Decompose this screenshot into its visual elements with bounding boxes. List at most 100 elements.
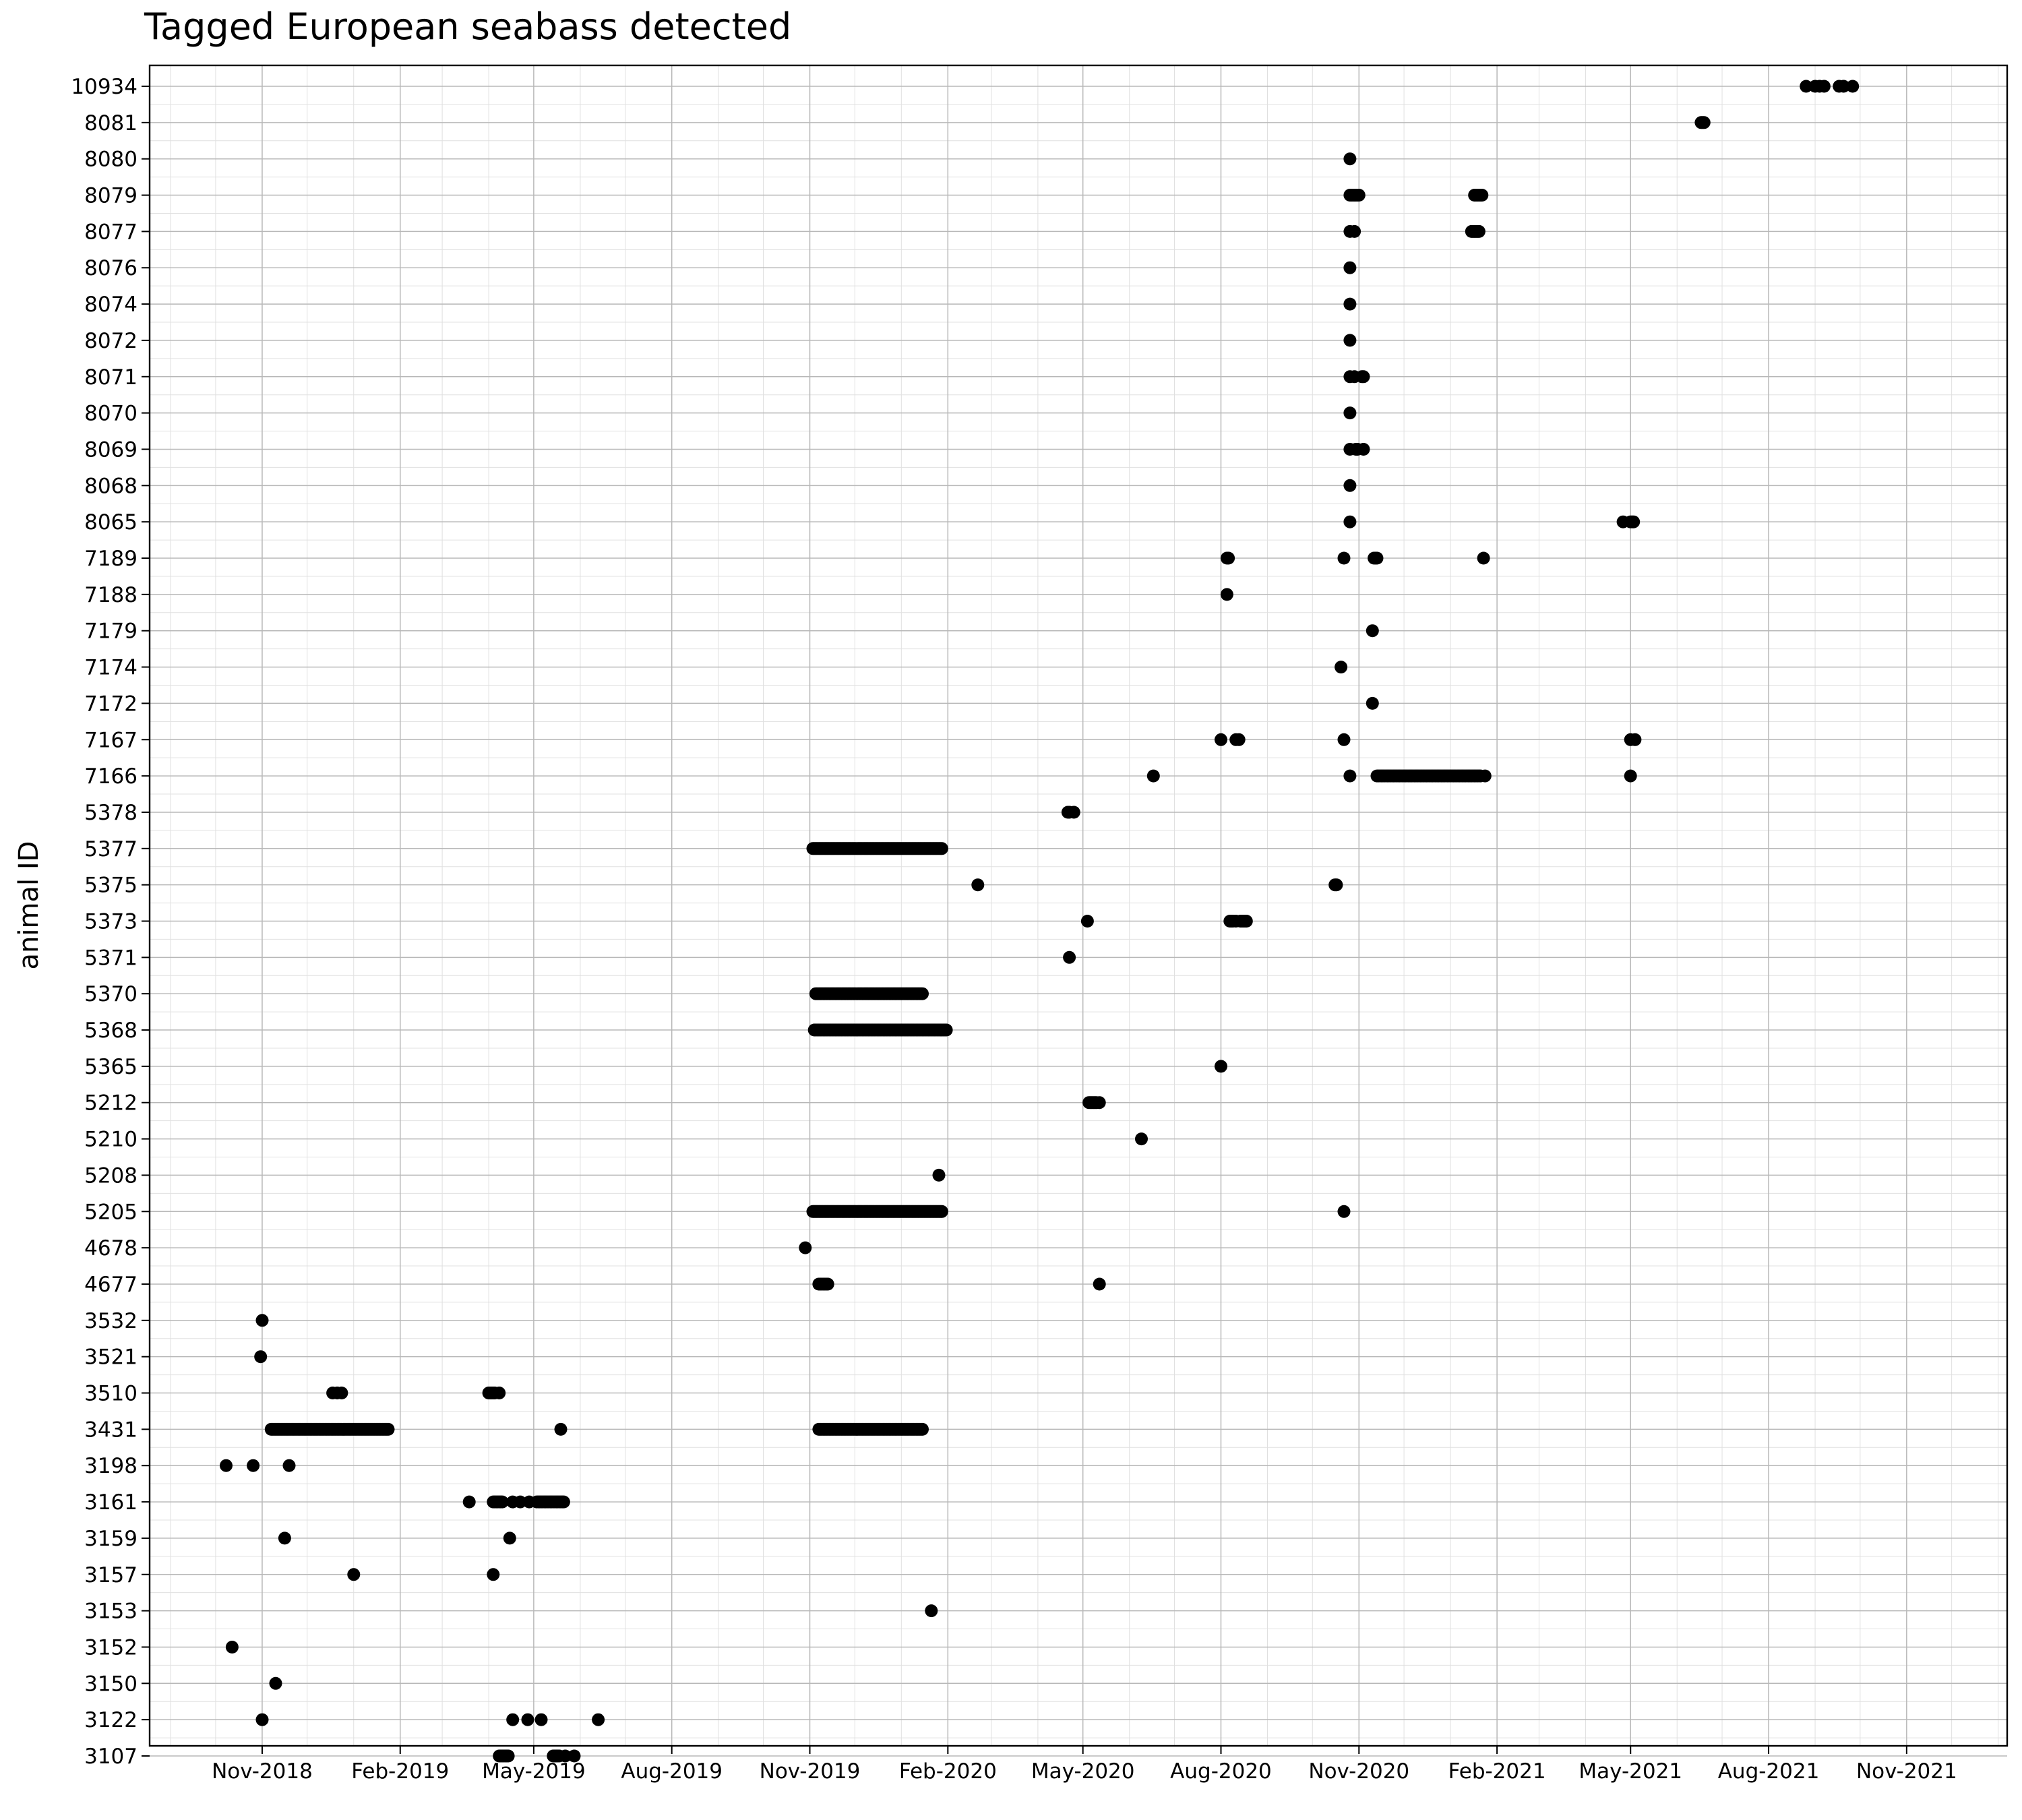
- x-tick-label: Nov-2021: [1856, 1759, 1957, 1784]
- y-tick-label: 4677: [84, 1273, 137, 1297]
- y-tick-label: 8081: [84, 111, 137, 135]
- detection-point: [1472, 224, 1485, 238]
- y-tick-label: 3157: [84, 1563, 137, 1587]
- detection-point: [916, 987, 929, 1000]
- detection-point: [335, 1387, 348, 1399]
- detection-point: [1093, 1277, 1106, 1291]
- y-tick-label: 7167: [84, 728, 137, 752]
- detection-point: [1697, 116, 1711, 129]
- detection-point: [255, 1314, 269, 1327]
- y-tick-label: 8076: [84, 256, 137, 280]
- detection-point: [932, 1168, 946, 1182]
- detection-point: [225, 1641, 239, 1654]
- detection-point: [1800, 80, 1813, 93]
- detection-point: [925, 1604, 938, 1618]
- y-tick-label: 3122: [84, 1708, 137, 1732]
- detection-point: [1343, 515, 1357, 528]
- x-tick-label: May-2020: [1031, 1759, 1135, 1784]
- detection-point: [554, 1422, 568, 1436]
- y-tick-label: 5205: [84, 1200, 137, 1224]
- detection-point: [282, 1459, 296, 1472]
- detection-point: [1343, 152, 1357, 166]
- y-tick-label: 3521: [84, 1345, 137, 1370]
- detection-point: [255, 1713, 269, 1726]
- x-tick-label: May-2019: [482, 1759, 586, 1784]
- detection-point: [503, 1531, 516, 1545]
- y-tick-label: 7189: [84, 547, 137, 571]
- detection-point: [1343, 769, 1357, 783]
- y-tick-label: 7172: [84, 692, 137, 716]
- detection-point: [1343, 406, 1357, 420]
- detection-point: [1370, 551, 1384, 565]
- detection-point: [1093, 1096, 1106, 1110]
- detection-point: [1335, 661, 1348, 674]
- detection-point: [247, 1459, 260, 1472]
- y-tick-label: 3152: [84, 1635, 137, 1660]
- x-tick-label: Nov-2020: [1308, 1759, 1409, 1784]
- y-tick-label: 7179: [84, 619, 137, 644]
- x-tick-label: Feb-2019: [351, 1759, 449, 1784]
- y-axis: 3107 3122 3150 3152 3153 3157 3159 3161 3198 3431…: [71, 75, 150, 1769]
- detection-point: [1343, 334, 1357, 347]
- y-tick-label: 5210: [84, 1128, 137, 1152]
- y-tick-label: 8069: [84, 437, 137, 462]
- detection-point: [1477, 551, 1490, 565]
- detection-point: [1366, 624, 1379, 638]
- detection-point: [1846, 80, 1860, 93]
- y-tick-label: 3510: [84, 1382, 137, 1406]
- y-tick-label: 5370: [84, 982, 137, 1006]
- detection-point: [1146, 769, 1160, 783]
- detection-point: [381, 1422, 395, 1436]
- y-tick-label: 3161: [84, 1490, 137, 1515]
- detection-point: [1357, 370, 1370, 384]
- detection-point: [269, 1676, 282, 1690]
- detection-point: [940, 1023, 953, 1037]
- detection-point: [568, 1749, 581, 1763]
- y-tick-label: 8070: [84, 402, 137, 426]
- y-tick-label: 3153: [84, 1600, 137, 1624]
- detection-point: [1135, 1132, 1148, 1146]
- y-tick-label: 3532: [84, 1309, 137, 1333]
- detection-point: [1624, 769, 1637, 783]
- detection-point: [1478, 769, 1492, 783]
- detection-point: [1337, 551, 1351, 565]
- detection-point: [1232, 733, 1246, 746]
- detection-point: [1475, 189, 1489, 202]
- detection-point: [1627, 515, 1641, 528]
- x-tick-label: Aug-2021: [1718, 1759, 1820, 1784]
- x-tick-label: Aug-2019: [621, 1759, 723, 1784]
- detection-point: [506, 1713, 520, 1726]
- y-tick-label: 8077: [84, 220, 137, 244]
- detection-point: [935, 842, 948, 855]
- detection-point: [1337, 733, 1351, 746]
- detection-point: [971, 878, 985, 892]
- y-tick-label: 8079: [84, 184, 137, 208]
- y-tick-label: 5377: [84, 837, 137, 861]
- detection-point: [220, 1459, 233, 1472]
- detection-point: [521, 1713, 534, 1726]
- detection-point: [1063, 950, 1076, 964]
- y-tick-label: 8080: [84, 148, 137, 172]
- y-tick-label: 5368: [84, 1019, 137, 1043]
- detection-point: [1352, 189, 1366, 202]
- detection-point: [1628, 733, 1642, 746]
- y-tick-label: 7166: [84, 764, 137, 789]
- x-tick-label: Feb-2020: [899, 1759, 997, 1784]
- y-tick-label: 8074: [84, 293, 137, 317]
- detection-point: [1220, 588, 1233, 601]
- detection-point: [1337, 1205, 1351, 1218]
- detection-point: [278, 1531, 291, 1545]
- detection-point: [462, 1495, 476, 1509]
- y-tick-label: 7174: [84, 656, 137, 680]
- detection-point: [501, 1749, 515, 1763]
- detection-point: [1330, 878, 1343, 892]
- plot-frame: [148, 64, 2009, 1747]
- x-axis: Nov-2018 Feb-2019 May-2019 Aug-2019 Nov-2019…: [212, 1746, 1957, 1784]
- detection-point: [1239, 915, 1253, 928]
- x-tick-label: Nov-2018: [212, 1759, 313, 1784]
- y-tick-label: 3107: [84, 1745, 137, 1769]
- detection-point: [487, 1568, 500, 1581]
- y-tick-label: 5365: [84, 1055, 137, 1079]
- y-tick-label: 5212: [84, 1091, 137, 1116]
- detection-point: [821, 1277, 834, 1291]
